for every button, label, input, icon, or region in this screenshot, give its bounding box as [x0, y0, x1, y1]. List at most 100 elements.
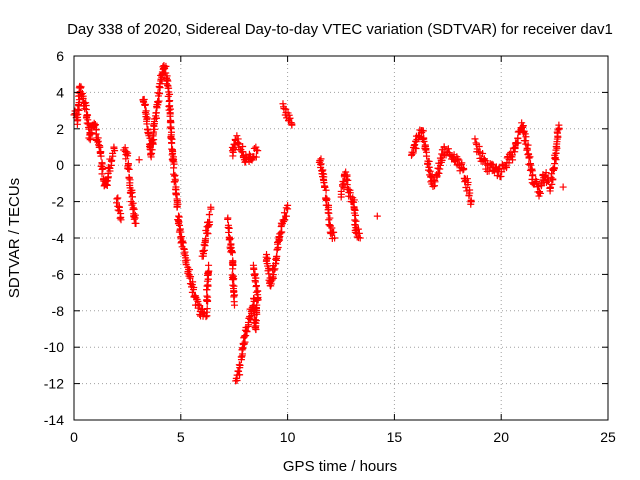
data-point [555, 121, 563, 129]
data-point [205, 211, 213, 219]
data-point [337, 187, 345, 195]
data-point [156, 90, 164, 98]
data-point [74, 113, 82, 121]
data-point [226, 236, 234, 244]
data-point [514, 139, 522, 147]
data-point [108, 156, 116, 164]
data-point [351, 211, 359, 219]
data-point [472, 139, 480, 147]
data-point [204, 282, 212, 290]
y-tick-label: 6 [56, 48, 64, 64]
data-points [70, 62, 567, 385]
data-point [444, 145, 452, 153]
data-point [123, 148, 131, 156]
data-point [283, 212, 291, 220]
data-point [135, 156, 143, 164]
data-point [436, 165, 444, 173]
data-point [328, 224, 336, 232]
data-point [236, 371, 244, 379]
y-tick-label: -2 [52, 194, 65, 210]
data-point [353, 233, 361, 241]
data-point [179, 239, 187, 247]
x-tick-label: 0 [70, 429, 78, 445]
data-point [238, 353, 246, 361]
data-point [176, 226, 184, 234]
data-point [497, 172, 505, 180]
data-point [128, 193, 136, 201]
data-point [249, 261, 257, 269]
data-point [242, 332, 250, 340]
data-point [125, 165, 133, 173]
x-tick-label: 25 [600, 429, 616, 445]
data-point [324, 206, 332, 214]
data-point [230, 298, 238, 306]
data-point [463, 175, 471, 183]
data-point [170, 164, 178, 172]
data-point [82, 106, 90, 114]
data-point [475, 143, 483, 151]
data-point [91, 121, 99, 129]
data-point [168, 135, 176, 143]
data-point [110, 143, 118, 151]
data-point [343, 172, 351, 180]
data-point [132, 219, 140, 227]
data-point [114, 194, 122, 202]
data-point [252, 153, 260, 161]
data-point [84, 116, 92, 124]
data-point [488, 160, 496, 168]
data-point [79, 92, 87, 100]
data-point [224, 214, 232, 222]
data-point [166, 97, 174, 105]
data-point [457, 161, 465, 169]
data-point [425, 157, 433, 165]
data-point [552, 149, 560, 157]
data-point [116, 214, 124, 222]
data-point [149, 139, 157, 147]
data-point [203, 223, 211, 231]
x-tick-label: 10 [280, 429, 296, 445]
data-point [440, 144, 448, 152]
data-point [323, 195, 331, 203]
data-point [536, 189, 544, 197]
data-point [552, 156, 560, 164]
data-point [126, 181, 134, 189]
data-point [533, 178, 541, 186]
data-point [526, 160, 534, 168]
data-point [236, 361, 244, 369]
data-point [479, 150, 487, 158]
x-axis-label: GPS time / hours [283, 458, 397, 475]
data-point [459, 166, 467, 174]
data-point [153, 104, 161, 112]
data-point [342, 168, 350, 176]
data-point [519, 122, 527, 130]
data-point [88, 129, 96, 137]
data-point [523, 144, 531, 152]
data-point [203, 229, 211, 237]
y-tick-label: -14 [44, 412, 64, 428]
data-point [224, 221, 232, 229]
data-point [325, 209, 333, 217]
data-point [189, 285, 197, 293]
data-point [408, 148, 416, 156]
data-point [538, 181, 546, 189]
data-point [156, 84, 164, 92]
data-point [373, 212, 381, 220]
data-point [356, 234, 364, 242]
data-point [205, 261, 213, 269]
data-point [352, 217, 360, 225]
data-point [529, 171, 537, 179]
data-point [251, 270, 259, 278]
data-point [187, 273, 195, 281]
data-point [252, 283, 260, 291]
data-point [129, 199, 137, 207]
data-point [326, 214, 334, 222]
data-point [162, 62, 170, 70]
data-point [346, 189, 354, 197]
data-point [278, 228, 286, 236]
data-point [141, 101, 149, 109]
data-point [154, 98, 162, 106]
data-point [169, 157, 177, 165]
data-point [235, 367, 243, 375]
data-point [124, 152, 132, 160]
data-point [454, 155, 462, 163]
